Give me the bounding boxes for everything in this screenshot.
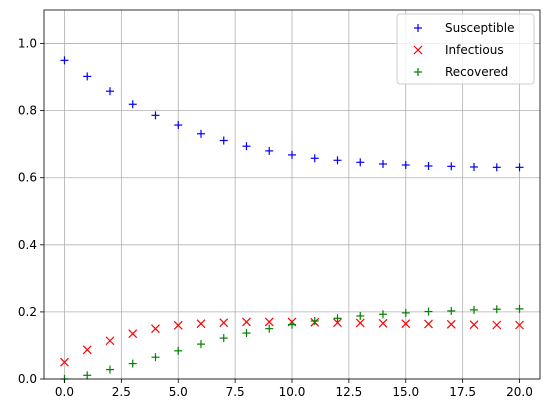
data-point [242,329,251,338]
y-tick-label: 0.8 [18,104,37,118]
data-point [447,306,456,315]
data-point [151,324,160,334]
x-tick-label: 17.5 [449,385,476,399]
data-point [379,310,388,319]
data-point [310,316,319,325]
x-tick-label: 0.0 [55,385,74,399]
data-point [242,317,251,327]
data-point [264,317,274,327]
data-point [333,318,342,328]
data-point [355,318,365,328]
data-point [83,72,92,81]
data-point [424,319,433,329]
x-tick-label: 12.5 [336,385,363,399]
x-axis-ticks: 0.0 2.5 5.0 7.5 10.0 12.5 15.0 17.5 20.0 [55,379,533,399]
data-point [105,336,115,346]
x-tick-label: 15.0 [392,385,419,399]
y-tick-label: 0.6 [18,171,37,185]
x-tick-label: 20.0 [506,385,533,399]
data-point [310,154,319,163]
data-point [128,359,137,368]
x-tick-label: 7.5 [226,385,245,399]
legend-marker [414,68,422,76]
legend-label: Susceptible [445,21,514,35]
data-point [288,320,296,329]
data-point [128,100,137,109]
data-point [288,150,296,159]
data-point [470,162,479,171]
data-point [105,365,114,374]
data-point [196,340,205,349]
data-point [515,320,524,330]
data-point [469,320,479,330]
data-point [196,319,206,329]
data-point [265,146,274,155]
data-point [196,129,205,138]
data-point [105,87,114,96]
data-point [356,311,365,320]
legend-box [396,13,535,85]
data-point [446,319,456,329]
y-tick-label: 0.0 [18,372,37,386]
series-recovered [60,304,524,383]
data-point [424,161,433,170]
data-point [470,305,479,314]
data-point [219,136,228,145]
data-point [378,318,388,328]
data-point [424,307,433,316]
legend: Susceptible Infectious Recovered [396,13,535,85]
legend-marker [413,45,423,55]
data-series [60,56,524,383]
data-point [492,305,501,314]
legend-marker [414,24,422,32]
data-point [219,318,229,328]
y-tick-label: 0.2 [18,305,37,319]
data-point [151,353,160,362]
data-point [82,345,92,355]
data-point [492,320,502,330]
data-point [515,163,524,172]
data-point [401,308,410,317]
x-tick-label: 2.5 [112,385,131,399]
data-point [356,158,365,167]
data-point [128,329,138,339]
series-susceptible [60,56,524,172]
data-point [242,142,251,151]
legend-label: Infectious [445,43,504,57]
data-point [173,320,183,330]
y-tick-label: 1.0 [18,37,37,51]
y-tick-label: 0.4 [18,238,37,252]
data-point [401,160,410,169]
data-point [401,319,411,329]
x-tick-label: 5.0 [169,385,188,399]
data-point [151,111,160,120]
data-point [515,304,524,313]
data-point [333,314,342,323]
data-point [492,163,501,172]
legend-label: Recovered [445,65,508,79]
data-point [174,121,183,130]
data-point [83,371,92,380]
y-axis-ticks: 0.0 0.2 0.4 0.6 0.8 1.0 [18,37,44,386]
data-point [174,346,183,355]
data-point [447,162,456,171]
x-tick-label: 10.0 [279,385,306,399]
data-point [60,56,69,65]
data-point [379,159,388,168]
data-point [265,324,274,333]
data-point [333,156,342,165]
data-point [60,357,69,367]
data-point [219,334,228,343]
